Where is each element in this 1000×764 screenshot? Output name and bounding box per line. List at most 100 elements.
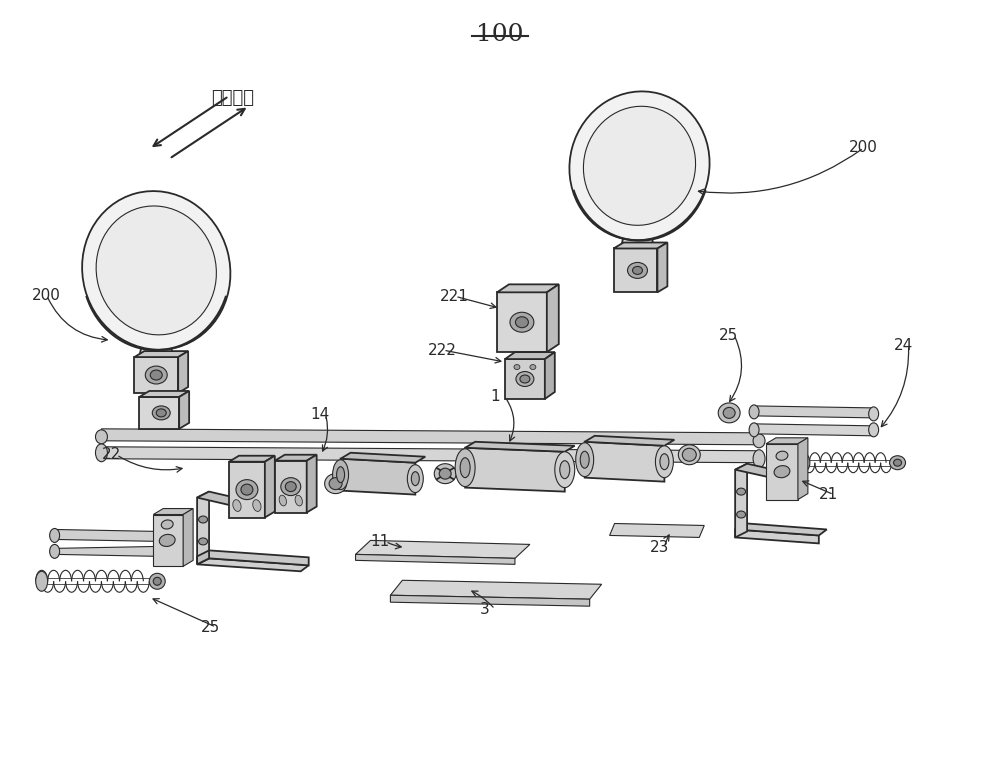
Polygon shape (341, 458, 415, 494)
Text: 3: 3 (480, 602, 490, 617)
Ellipse shape (407, 465, 423, 493)
Ellipse shape (82, 191, 230, 350)
Ellipse shape (510, 312, 534, 332)
Ellipse shape (633, 267, 642, 274)
Ellipse shape (753, 434, 765, 448)
Ellipse shape (145, 366, 167, 384)
Text: 11: 11 (370, 534, 390, 549)
Ellipse shape (153, 578, 161, 585)
Text: 25: 25 (719, 328, 738, 343)
Ellipse shape (50, 529, 60, 542)
Polygon shape (545, 352, 555, 399)
Polygon shape (465, 448, 565, 491)
Ellipse shape (560, 461, 570, 479)
Ellipse shape (325, 474, 347, 494)
Ellipse shape (233, 500, 241, 511)
Ellipse shape (337, 467, 345, 483)
Ellipse shape (749, 405, 759, 419)
Polygon shape (101, 429, 759, 445)
Polygon shape (229, 461, 265, 517)
Ellipse shape (455, 448, 475, 487)
Ellipse shape (333, 460, 349, 490)
Polygon shape (735, 523, 827, 536)
Ellipse shape (253, 500, 261, 511)
Polygon shape (153, 514, 183, 566)
Polygon shape (497, 284, 559, 293)
Polygon shape (101, 447, 759, 463)
Ellipse shape (460, 458, 470, 478)
Ellipse shape (149, 573, 165, 589)
Ellipse shape (285, 481, 296, 491)
Polygon shape (275, 455, 317, 461)
Text: 100: 100 (476, 24, 524, 47)
Ellipse shape (682, 448, 696, 461)
Polygon shape (766, 438, 808, 444)
Ellipse shape (156, 409, 166, 417)
Polygon shape (178, 351, 188, 393)
Ellipse shape (530, 364, 536, 370)
Ellipse shape (514, 364, 520, 370)
Ellipse shape (723, 407, 735, 419)
Ellipse shape (199, 538, 208, 545)
Text: 24: 24 (894, 338, 913, 353)
Text: 222: 222 (428, 342, 457, 358)
Ellipse shape (555, 452, 575, 487)
Ellipse shape (159, 534, 175, 546)
Text: 14: 14 (311, 407, 330, 422)
Ellipse shape (869, 422, 879, 437)
Ellipse shape (515, 317, 528, 328)
Polygon shape (620, 228, 655, 254)
Polygon shape (547, 284, 559, 352)
Polygon shape (614, 242, 667, 248)
Text: 25: 25 (201, 620, 220, 635)
Text: 200: 200 (849, 141, 878, 155)
Polygon shape (341, 453, 425, 463)
Polygon shape (197, 550, 209, 565)
Ellipse shape (50, 545, 60, 558)
Ellipse shape (737, 488, 746, 495)
Polygon shape (356, 540, 530, 558)
Ellipse shape (279, 495, 286, 506)
Ellipse shape (329, 478, 342, 490)
Polygon shape (497, 293, 547, 352)
Polygon shape (229, 456, 275, 461)
Polygon shape (183, 509, 193, 566)
Ellipse shape (660, 454, 669, 470)
Polygon shape (209, 550, 309, 565)
Ellipse shape (776, 452, 788, 460)
Ellipse shape (152, 406, 170, 420)
Ellipse shape (655, 445, 673, 478)
Text: 221: 221 (440, 289, 469, 304)
Ellipse shape (576, 443, 594, 477)
Text: 22: 22 (101, 447, 121, 462)
Ellipse shape (798, 454, 810, 471)
Ellipse shape (36, 571, 48, 591)
Ellipse shape (439, 468, 451, 479)
Polygon shape (275, 461, 307, 513)
Polygon shape (735, 464, 801, 481)
Ellipse shape (516, 371, 534, 387)
Ellipse shape (749, 422, 759, 437)
Ellipse shape (890, 456, 906, 470)
Ellipse shape (569, 92, 710, 240)
Polygon shape (179, 391, 189, 429)
Polygon shape (657, 242, 667, 293)
Ellipse shape (199, 516, 208, 523)
Ellipse shape (774, 465, 790, 478)
Polygon shape (139, 397, 179, 429)
Ellipse shape (718, 403, 740, 422)
Polygon shape (138, 335, 174, 360)
Ellipse shape (580, 452, 589, 468)
Polygon shape (754, 406, 874, 418)
Text: 21: 21 (819, 487, 838, 502)
Polygon shape (390, 595, 590, 606)
Polygon shape (55, 529, 159, 542)
Polygon shape (134, 351, 188, 357)
Polygon shape (265, 456, 275, 517)
Text: 200: 200 (32, 288, 61, 303)
Polygon shape (585, 442, 664, 481)
Polygon shape (798, 438, 808, 500)
Text: 23: 23 (649, 540, 669, 555)
Polygon shape (197, 491, 209, 565)
Ellipse shape (753, 450, 765, 468)
